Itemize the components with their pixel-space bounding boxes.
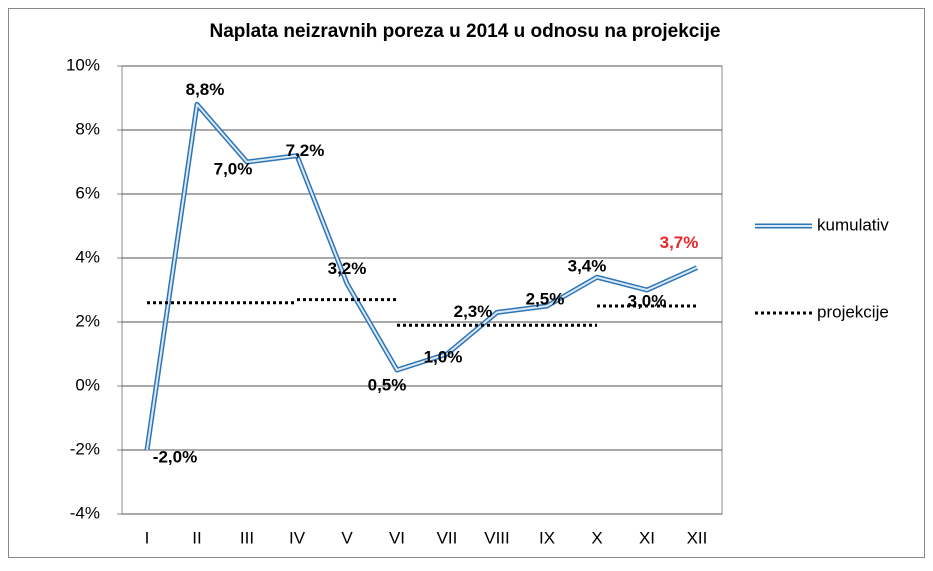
data-label: 7,2%: [286, 141, 325, 160]
data-label: 1,0%: [424, 347, 463, 366]
data-label: 0,5%: [368, 375, 407, 394]
y-tick-label: 10%: [66, 55, 100, 74]
data-label: 3,7%: [660, 233, 699, 252]
y-tick-label: 8%: [75, 119, 100, 138]
data-label: 8,8%: [186, 80, 225, 99]
y-tick-label: 0%: [75, 375, 100, 394]
y-tick-label: 6%: [75, 183, 100, 202]
x-tick-label: IX: [539, 528, 555, 547]
y-tick-label: -2%: [70, 439, 100, 458]
x-tick-label: VIII: [484, 528, 510, 547]
x-tick-label: XI: [639, 528, 655, 547]
x-tick-label: V: [341, 528, 353, 547]
data-label: 2,3%: [454, 302, 493, 321]
x-tick-label: I: [145, 528, 150, 547]
chart-frame: [8, 8, 925, 558]
x-tick-label: XII: [687, 528, 708, 547]
data-label: 3,4%: [568, 257, 607, 276]
data-label: 2,5%: [526, 289, 565, 308]
y-tick-label: 2%: [75, 311, 100, 330]
y-tick-label: -4%: [70, 503, 100, 522]
legend-label: kumulativ: [817, 215, 889, 234]
y-tick-label: 4%: [75, 247, 100, 266]
legend-label: projekcije: [817, 302, 889, 321]
data-label: 7,0%: [214, 159, 253, 178]
data-label: 3,0%: [628, 291, 667, 310]
x-tick-label: II: [192, 528, 201, 547]
x-tick-label: III: [240, 528, 254, 547]
x-tick-label: X: [591, 528, 602, 547]
series-line-inner: [146, 103, 698, 451]
data-label: -2,0%: [153, 447, 197, 466]
x-tick-label: VII: [437, 528, 458, 547]
x-tick-label: IV: [289, 528, 306, 547]
data-label: 3,2%: [328, 259, 367, 278]
chart-title: Naplata neizravnih poreza u 2014 u odnos…: [209, 21, 720, 42]
x-tick-label: VI: [389, 528, 405, 547]
